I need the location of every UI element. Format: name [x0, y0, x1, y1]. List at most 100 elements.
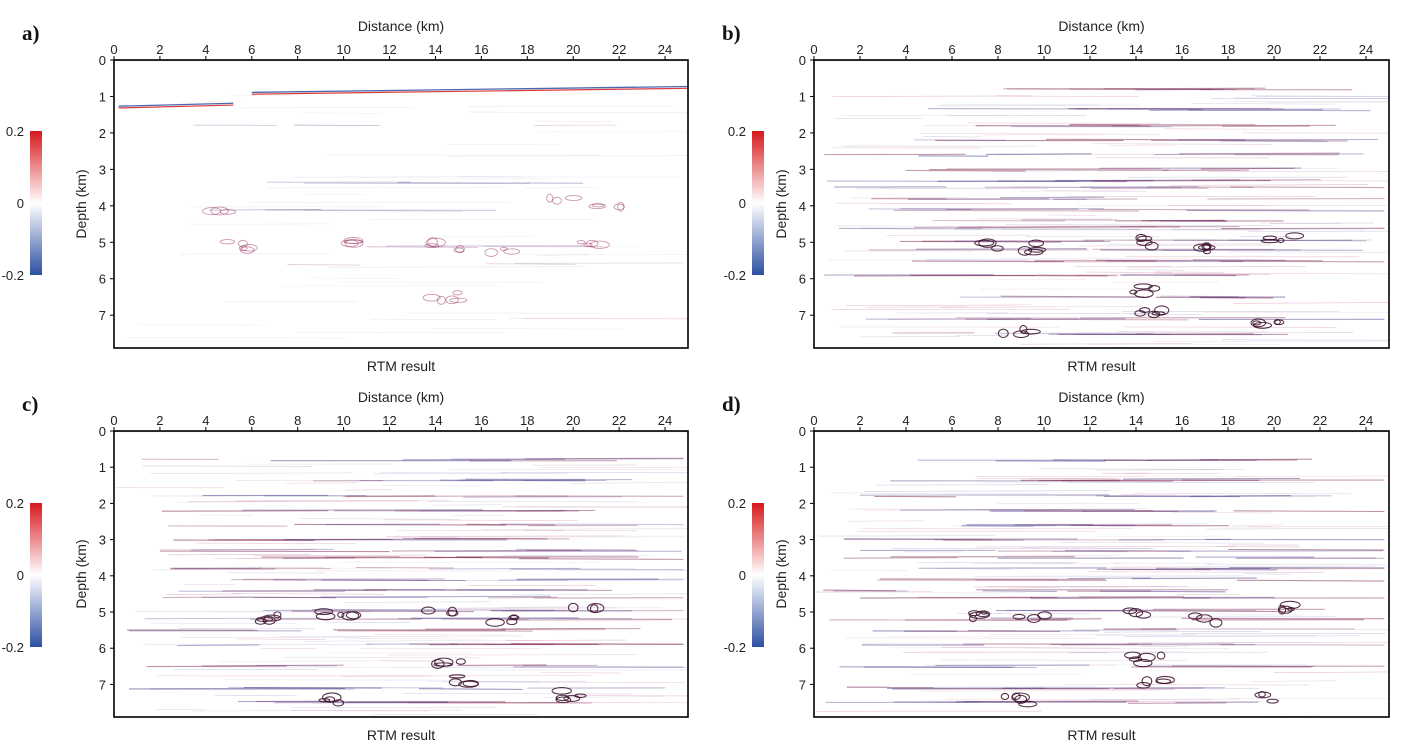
texture-streak — [1191, 103, 1335, 105]
reflector-segment — [1228, 239, 1367, 242]
x-tick-label: 8 — [294, 413, 301, 428]
reflector-segment — [823, 589, 896, 592]
x-tick-label: 10 — [1037, 42, 1051, 57]
y-tick-label: 1 — [99, 89, 106, 104]
reflector-segment — [1147, 459, 1219, 461]
texture-streak — [1038, 468, 1246, 470]
contour-patch — [420, 606, 436, 615]
reflector-segment — [176, 644, 260, 647]
texture-streak — [1172, 511, 1274, 514]
contour-patch — [1197, 244, 1216, 251]
reflector-segment — [1060, 643, 1256, 646]
reflector-segment — [440, 479, 586, 482]
contour-patch — [1012, 613, 1026, 620]
texture-streak — [1227, 251, 1389, 253]
plot-frame — [113, 430, 689, 718]
contour-patch — [997, 328, 1009, 339]
texture-streak — [1089, 698, 1240, 700]
texture-streak — [1133, 493, 1352, 495]
y-tick-label: 2 — [99, 496, 106, 511]
contour-patch — [589, 604, 599, 613]
contour-patch — [210, 206, 229, 216]
texture-streak — [1113, 562, 1214, 565]
reflector-segment — [844, 538, 992, 541]
contour-patch — [1122, 607, 1138, 615]
y-tick-label: 5 — [799, 235, 806, 250]
reflector-segment — [965, 318, 1189, 321]
texture-streak — [814, 591, 933, 593]
texture-streak — [231, 593, 384, 595]
texture-streak — [974, 523, 1209, 525]
contour-patch — [1129, 289, 1138, 295]
colorbar — [30, 503, 42, 647]
colorbar — [30, 131, 42, 275]
contour-patch — [427, 237, 438, 247]
contour-patch — [484, 248, 498, 257]
x-tick-label: 18 — [520, 413, 534, 428]
reflector-segment — [516, 509, 596, 512]
x-tick-label: 2 — [156, 413, 163, 428]
reflector-segment — [1045, 138, 1245, 141]
texture-streak — [381, 485, 482, 487]
contour-patch — [1135, 611, 1152, 619]
contour-patch — [1250, 318, 1267, 328]
reflector-segment — [1192, 259, 1286, 261]
contour-patch — [422, 293, 441, 302]
contour-patch — [1188, 612, 1203, 620]
x-tick-label: 24 — [1359, 42, 1373, 57]
contour-patch — [1135, 233, 1147, 243]
texture-streak — [839, 144, 976, 147]
reflector-segment — [865, 318, 1032, 320]
texture-streak — [1019, 343, 1193, 345]
texture-streak — [359, 647, 540, 650]
colorbar-tick-label: -0.2 — [2, 268, 24, 283]
seismic-image — [114, 60, 688, 348]
texture-streak — [1205, 563, 1388, 566]
texture-streak — [865, 306, 967, 308]
y-tick-label: 0 — [799, 424, 806, 439]
reflector-segment — [1146, 220, 1228, 223]
y-tick-label: 4 — [99, 199, 106, 214]
reflector-segment — [201, 664, 344, 667]
texture-streak — [1077, 245, 1271, 247]
texture-streak — [1077, 204, 1269, 207]
y-tick-label: 4 — [799, 569, 806, 584]
texture-streak — [502, 606, 585, 608]
texture-streak — [344, 637, 481, 640]
texture-streak — [945, 698, 1214, 701]
plot-background — [114, 431, 688, 717]
texture-streak — [461, 680, 587, 683]
texture-streak — [1154, 340, 1389, 343]
contour-patch — [455, 658, 466, 665]
texture-streak — [541, 466, 688, 469]
texture-streak — [941, 647, 1120, 649]
contour-patch — [991, 245, 1004, 252]
texture-streak — [176, 101, 241, 103]
texture-streak — [268, 186, 507, 189]
contour-patch — [448, 674, 466, 679]
texture-streak — [511, 593, 688, 595]
y-tick-label: 6 — [799, 641, 806, 656]
y-tick-label: 2 — [99, 126, 106, 141]
texture-streak — [195, 542, 357, 545]
contour-patch — [975, 610, 991, 618]
reflector-segment — [191, 548, 334, 551]
texture-streak — [1154, 271, 1224, 273]
texture-streak — [940, 306, 1143, 308]
texture-streak — [1064, 684, 1310, 686]
texture-streak — [432, 504, 503, 506]
strong-reflector-negative — [251, 85, 688, 93]
reflector-segment — [514, 262, 684, 264]
contour-patch — [546, 193, 554, 203]
x-tick-label: 20 — [1267, 42, 1281, 57]
reflector-segment — [391, 549, 582, 552]
reflector-segment — [1088, 208, 1310, 211]
contour-patch — [425, 237, 446, 248]
contour-patch — [1266, 698, 1279, 704]
contour-patch — [1277, 604, 1287, 615]
texture-streak — [238, 557, 376, 559]
contour-patch — [555, 696, 572, 704]
plot-background — [814, 431, 1389, 717]
y-axis-title: Depth (km) — [773, 539, 789, 608]
